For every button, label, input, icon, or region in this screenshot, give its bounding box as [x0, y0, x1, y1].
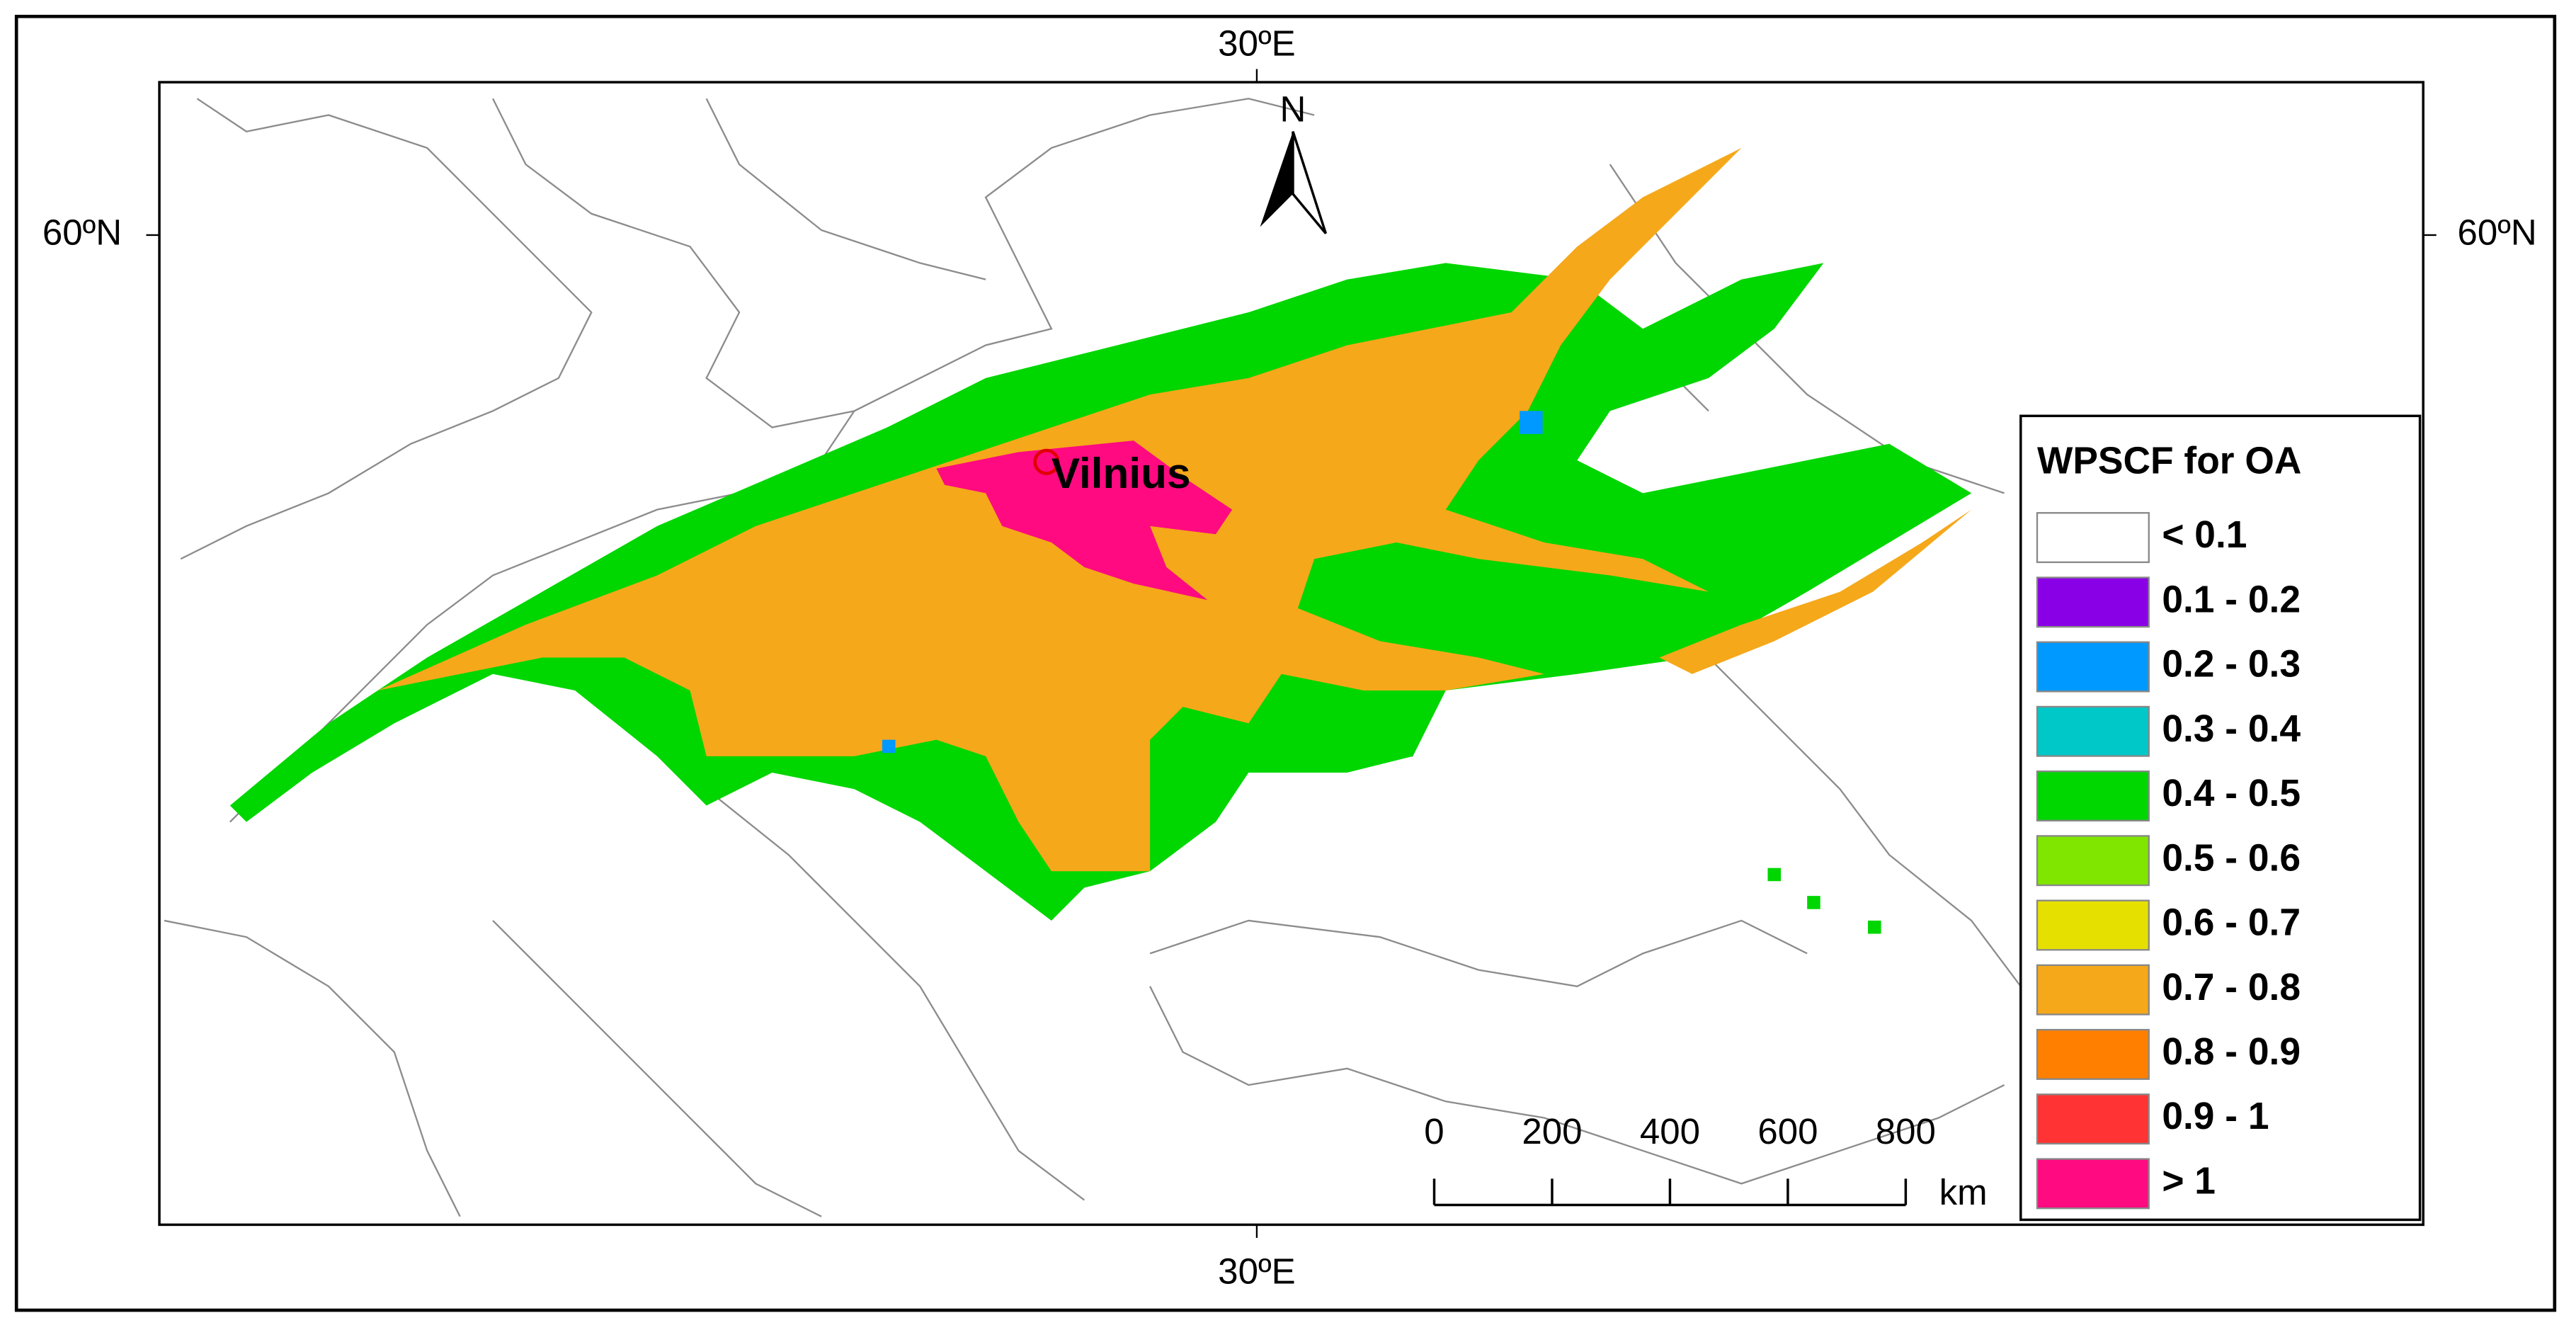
- legend-label: 0.4 - 0.5: [2162, 773, 2301, 814]
- legend-swatch: [2036, 641, 2150, 693]
- legend-label: 0.1 - 0.2: [2162, 579, 2301, 620]
- scale-label: 0: [1424, 1111, 1444, 1151]
- legend-label: 0.5 - 0.6: [2162, 837, 2301, 879]
- lat-label: 60ºN: [42, 212, 122, 252]
- legend-label: 0.7 - 0.8: [2162, 967, 2301, 1008]
- legend: WPSCF for OA < 0.1 0.1 - 0.2 0.2 - 0.3 0.3 …: [2019, 414, 2422, 1222]
- legend-label: 0.9 - 1: [2162, 1096, 2269, 1137]
- legend-swatch: [2036, 512, 2150, 564]
- wpscf-field: [229, 147, 1972, 934]
- lon-label: 30ºE: [1218, 1251, 1295, 1292]
- legend-label: > 1: [2162, 1160, 2216, 1202]
- legend-swatch: [2036, 705, 2150, 757]
- legend-swatch: [2036, 1028, 2150, 1080]
- scale-unit: km: [1939, 1172, 1988, 1212]
- scale-bar: 0 200 400 600 800 km: [1424, 1111, 1987, 1212]
- legend-title: WPSCF for OA: [2037, 440, 2301, 482]
- graticule-ticks: [146, 69, 2437, 1238]
- scale-label: 800: [1876, 1111, 1936, 1151]
- legend-label: 0.3 - 0.4: [2162, 708, 2301, 750]
- legend-swatch: [2036, 1158, 2150, 1210]
- lat-label: 60ºN: [2457, 212, 2536, 252]
- lon-label: 30ºE: [1218, 23, 1295, 63]
- legend-swatch: [2036, 835, 2150, 887]
- legend-label: 0.2 - 0.3: [2162, 644, 2301, 686]
- site-marker: [1033, 448, 1060, 475]
- legend-swatch: [2036, 770, 2150, 821]
- legend-swatch: [2036, 1093, 2150, 1145]
- scale-label: 200: [1522, 1111, 1582, 1151]
- legend-swatch: [2036, 964, 2150, 1016]
- legend-label: 0.8 - 0.9: [2162, 1031, 2301, 1073]
- north-label: N: [1280, 89, 1306, 129]
- legend-label: 0.6 - 0.7: [2162, 902, 2301, 944]
- legend-label: < 0.1: [2162, 514, 2247, 556]
- legend-swatch: [2036, 576, 2150, 628]
- scale-label: 600: [1757, 1111, 1818, 1151]
- site-label: Vilnius: [1052, 449, 1191, 497]
- scale-label: 400: [1640, 1111, 1700, 1151]
- legend-swatch: [2036, 899, 2150, 951]
